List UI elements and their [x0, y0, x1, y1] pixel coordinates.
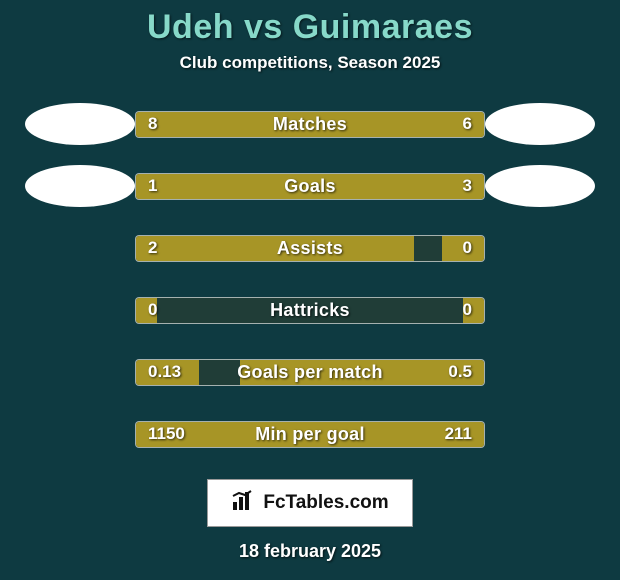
brand-box: FcTables.com — [207, 479, 413, 527]
stat-row: 20Assists — [10, 227, 610, 269]
player-avatar-right — [485, 165, 595, 207]
page-title: Udeh vs Guimaraes — [147, 8, 473, 47]
player-avatar-right — [485, 103, 595, 145]
comparison-infographic: Udeh vs Guimaraes Club competitions, Sea… — [0, 0, 620, 580]
stat-bar: 1150211Min per goal — [135, 421, 485, 448]
date-text: 18 february 2025 — [239, 541, 381, 562]
stat-label: Matches — [136, 112, 484, 137]
stat-bar-col: 0.130.5Goals per match — [135, 359, 485, 386]
chart-icon — [231, 489, 255, 517]
stat-bar-col: 00Hattricks — [135, 297, 485, 324]
stat-bar: 20Assists — [135, 235, 485, 262]
avatar-spacer — [25, 227, 135, 269]
stat-row: 0.130.5Goals per match — [10, 351, 610, 393]
avatar-spacer — [485, 227, 595, 269]
stat-row: 1150211Min per goal — [10, 413, 610, 455]
stat-row: 13Goals — [10, 165, 610, 207]
stat-label: Hattricks — [136, 298, 484, 323]
stat-bar-col: 1150211Min per goal — [135, 421, 485, 448]
avatar-spacer — [485, 351, 595, 393]
player-avatar-left — [25, 103, 135, 145]
player-avatar-left — [25, 165, 135, 207]
stat-label: Min per goal — [136, 422, 484, 447]
stat-label: Goals — [136, 174, 484, 199]
brand-text: FcTables.com — [263, 492, 388, 514]
stat-bar: 86Matches — [135, 111, 485, 138]
stat-bar: 13Goals — [135, 173, 485, 200]
stat-label: Assists — [136, 236, 484, 261]
stat-bar-col: 20Assists — [135, 235, 485, 262]
stats-rows: 86Matches 13Goals 20Assists 00Hattricks 0.13… — [10, 103, 610, 475]
page-subtitle: Club competitions, Season 2025 — [180, 53, 441, 73]
stat-row: 00Hattricks — [10, 289, 610, 331]
avatar-spacer — [485, 413, 595, 455]
stat-bar: 0.130.5Goals per match — [135, 359, 485, 386]
avatar-spacer — [485, 289, 595, 331]
avatar-spacer — [25, 351, 135, 393]
stat-bar-col: 13Goals — [135, 173, 485, 200]
stat-bar-col: 86Matches — [135, 111, 485, 138]
stat-row: 86Matches — [10, 103, 610, 145]
avatar-spacer — [25, 413, 135, 455]
stat-label: Goals per match — [136, 360, 484, 385]
stat-bar: 00Hattricks — [135, 297, 485, 324]
avatar-spacer — [25, 289, 135, 331]
